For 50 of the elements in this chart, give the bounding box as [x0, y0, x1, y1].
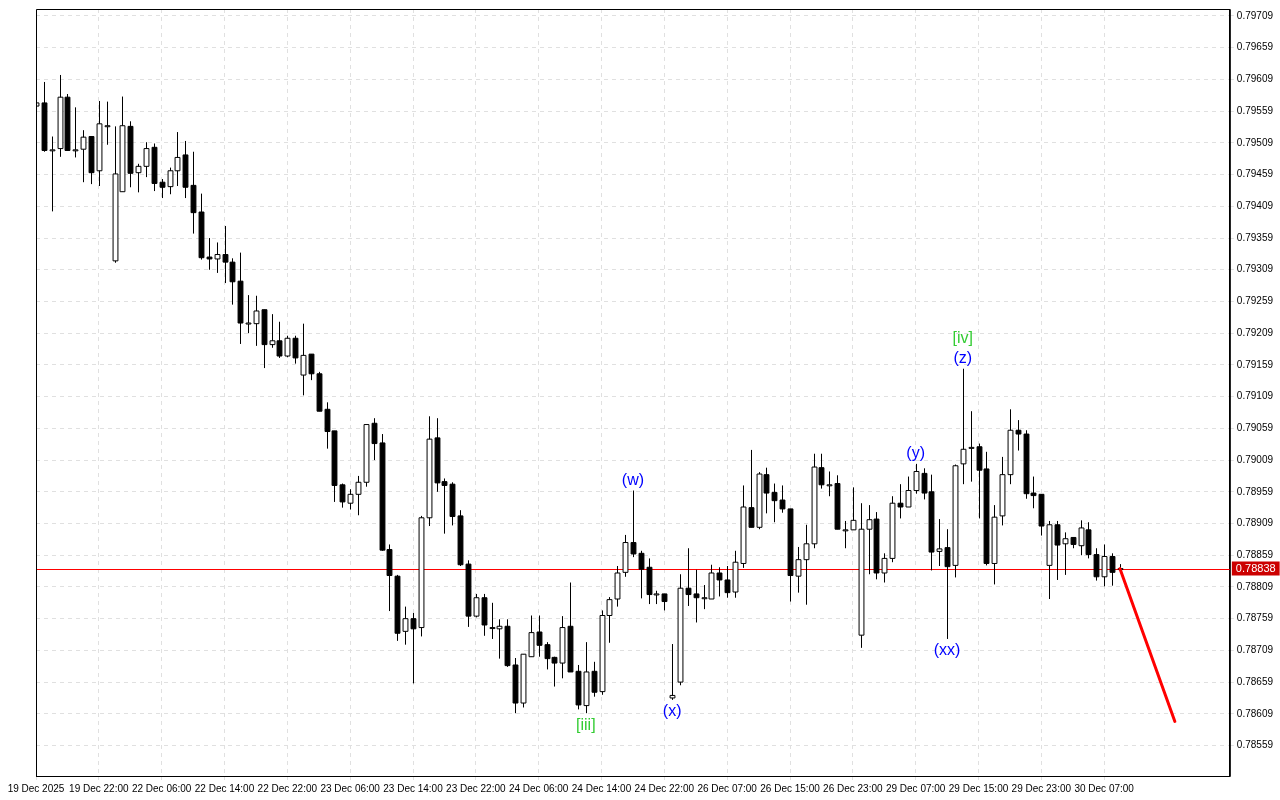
x-tick-label: 26 Dec 07:00: [697, 782, 758, 794]
x-tick-label: 29 Dec 15:00: [948, 782, 1009, 794]
x-tick-label: 26 Dec 23:00: [823, 782, 884, 794]
x-tick-label: 29 Dec 07:00: [885, 782, 946, 794]
x-tick-label: 30 Dec 07:00: [1074, 782, 1135, 794]
annotation: [iv]: [952, 329, 974, 347]
y-tick-label: 0.79259: [1236, 295, 1274, 307]
x-tick-label: 24 Dec 14:00: [571, 782, 632, 794]
x-tick-label: 22 Dec 22:00: [257, 782, 318, 794]
annotation: (w): [621, 470, 645, 488]
x-tick-label: 23 Dec 06:00: [320, 782, 381, 794]
y-tick-label: 0.78659: [1236, 675, 1274, 687]
x-tick-label: 19 Dec 2025: [7, 782, 65, 794]
y-tick-label: 0.78859: [1236, 548, 1274, 560]
y-tick-label: 0.79659: [1236, 41, 1274, 53]
annotation: (y): [906, 444, 926, 462]
y-tick-label: 0.79109: [1236, 390, 1274, 402]
x-tick-label: 22 Dec 06:00: [131, 782, 192, 794]
x-tick-label: 19 Dec 22:00: [69, 782, 130, 794]
y-tick-label: 0.79709: [1236, 9, 1274, 21]
y-tick-label: 0.79559: [1236, 104, 1274, 116]
y-tick-label: 0.78709: [1236, 644, 1274, 656]
x-tick-label: 23 Dec 14:00: [383, 782, 444, 794]
annotation: (xx): [933, 641, 961, 659]
y-tick-label: 0.79309: [1236, 263, 1274, 275]
x-tick-label: 26 Dec 15:00: [760, 782, 821, 794]
y-tick-label: 0.78909: [1236, 517, 1274, 529]
x-tick-label: 24 Dec 22:00: [634, 782, 695, 794]
annotation: (z): [953, 349, 973, 367]
y-tick-label: 0.79459: [1236, 168, 1274, 180]
y-tick-label: 0.79209: [1236, 326, 1274, 338]
y-tick-label: 0.79509: [1236, 136, 1274, 148]
y-tick-label: 0.79409: [1236, 200, 1274, 212]
x-tick-label: 29 Dec 23:00: [1011, 782, 1072, 794]
y-tick-label: 0.78559: [1236, 739, 1274, 751]
y-tick-label: 0.79009: [1236, 453, 1274, 465]
x-tick-label: 22 Dec 14:00: [194, 782, 255, 794]
y-tick-label: 0.78759: [1236, 612, 1274, 624]
annotation: (x): [662, 702, 682, 720]
ref-line-label: 0.78838: [1235, 561, 1276, 574]
annotation: [iii]: [576, 715, 596, 733]
y-tick-label: 0.79609: [1236, 73, 1274, 85]
y-tick-label: 0.79059: [1236, 422, 1274, 434]
x-tick-label: 23 Dec 22:00: [446, 782, 507, 794]
x-tick-label: 24 Dec 06:00: [508, 782, 569, 794]
y-tick-label: 0.78809: [1236, 580, 1274, 592]
y-tick-label: 0.78959: [1236, 485, 1274, 497]
y-tick-label: 0.79359: [1236, 231, 1274, 243]
y-tick-label: 0.78609: [1236, 707, 1274, 719]
y-tick-label: 0.79159: [1236, 358, 1274, 370]
